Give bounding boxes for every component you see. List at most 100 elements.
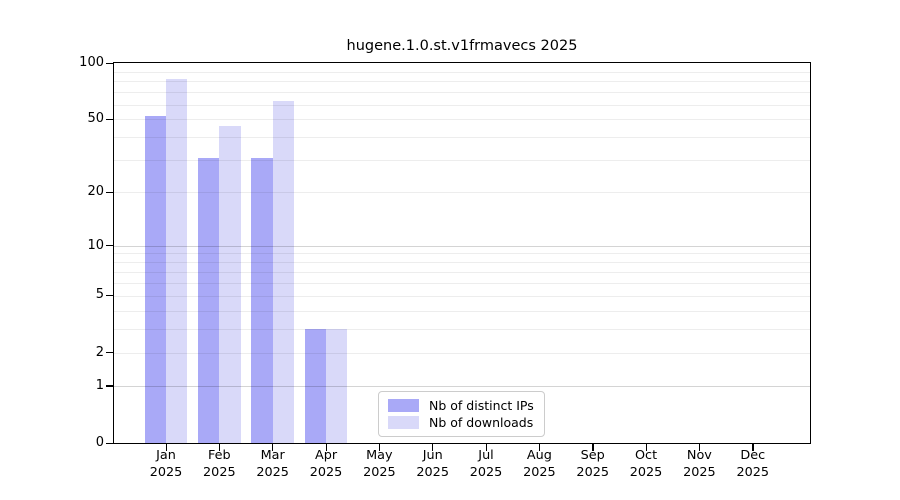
- x-tick-label-line: Oct: [634, 448, 658, 463]
- y-tick-100: [106, 62, 113, 64]
- x-tick-label-line: Apr: [314, 448, 338, 463]
- y-tick-label-2: 2: [95, 344, 104, 360]
- x-tick-label-dec-2025: Dec 2025: [721, 448, 785, 481]
- x-tick-label-line: Aug: [526, 448, 552, 463]
- legend-swatch-downloads: [388, 416, 419, 429]
- bar-apr-2025-nb-of-distinct-ips: [304, 328, 326, 443]
- gridline-40: [114, 137, 810, 139]
- bar-feb-2025-nb-of-distinct-ips: [197, 157, 220, 443]
- gridline-50: [114, 119, 810, 121]
- x-tick-nov-2025: [698, 444, 701, 451]
- x-tick-label-line: May: [366, 448, 393, 463]
- x-tick-label-sep-2025: Sep 2025: [561, 448, 625, 481]
- y-tick-2: [106, 352, 113, 354]
- gridline-1: [114, 385, 810, 387]
- chart-title: hugene.1.0.st.v1frmavecs 2025: [346, 38, 578, 54]
- x-tick-label-mar-2025: Mar 2025: [241, 448, 305, 481]
- x-tick-mar-2025: [272, 444, 274, 451]
- x-tick-jan-2025: [165, 444, 167, 451]
- y-tick-label-1: 1: [95, 377, 104, 393]
- y-tick-label-10: 10: [87, 237, 104, 253]
- legend-item-distinct-ips: Nb of distinct IPs: [388, 398, 535, 413]
- x-tick-label-jun-2025: Jun 2025: [401, 448, 465, 481]
- gridline-6: [114, 282, 810, 284]
- x-tick-label-jul-2025: Jul 2025: [454, 448, 518, 481]
- x-tick-may-2025: [378, 444, 381, 451]
- x-tick-label-line: Nov: [686, 448, 712, 463]
- x-tick-label-line: Feb: [207, 448, 231, 463]
- y-tick-label-50: 50: [87, 111, 104, 127]
- x-tick-label-jan-2025: Jan 2025: [134, 448, 198, 481]
- x-tick-label-line: 2025: [736, 464, 770, 480]
- x-tick-feb-2025: [218, 444, 221, 451]
- x-tick-label-feb-2025: Feb 2025: [187, 448, 251, 481]
- x-tick-label-apr-2025: Apr 2025: [294, 448, 358, 481]
- legend-swatch-distinct-ips: [388, 399, 419, 412]
- x-tick-label-line: 2025: [309, 464, 343, 480]
- x-tick-label-line: Dec: [740, 448, 766, 463]
- bar-feb-2025-nb-of-downloads: [219, 126, 241, 443]
- gridline-4: [114, 310, 810, 312]
- legend-item-downloads: Nb of downloads: [388, 415, 535, 430]
- x-tick-oct-2025: [645, 444, 647, 451]
- gridline-10: [114, 245, 810, 247]
- x-tick-label-line: 2025: [416, 464, 449, 480]
- x-tick-label-oct-2025: Oct 2025: [614, 448, 678, 481]
- x-tick-label-line: 2025: [203, 464, 236, 480]
- y-tick-label-5: 5: [95, 287, 104, 303]
- gridline-90: [114, 71, 810, 73]
- x-tick-label-line: 2025: [523, 464, 556, 480]
- y-tick-label-0: 0: [95, 435, 104, 450]
- bar-jan-2025-nb-of-distinct-ips: [144, 116, 166, 443]
- x-tick-label-line: 2025: [149, 464, 183, 480]
- gridline-3: [114, 328, 810, 330]
- bar-apr-2025-nb-of-downloads: [326, 328, 348, 443]
- bar-mar-2025-nb-of-downloads: [272, 100, 295, 443]
- legend: Nb of distinct IPs Nb of downloads: [378, 391, 545, 437]
- gridline-70: [114, 92, 810, 93]
- y-tick-50: [106, 118, 113, 121]
- y-tick-10: [106, 245, 113, 247]
- gridline-20: [114, 192, 810, 194]
- x-tick-aug-2025: [538, 444, 541, 451]
- x-tick-sep-2025: [592, 444, 594, 451]
- x-tick-label-line: 2025: [256, 464, 289, 480]
- gridline-9: [114, 253, 810, 255]
- x-tick-label-line: Jun: [422, 448, 443, 463]
- x-tick-label-line: 2025: [469, 464, 503, 480]
- gridline-2: [114, 352, 810, 354]
- y-tick-5: [106, 294, 113, 297]
- gridline-60: [114, 104, 810, 106]
- x-tick-label-line: 2025: [629, 464, 663, 480]
- y-tick-label-100: 100: [79, 55, 104, 70]
- gridline-30: [114, 160, 810, 162]
- x-tick-jun-2025: [432, 444, 434, 451]
- gridline-8: [114, 262, 810, 264]
- x-tick-label-line: 2025: [363, 464, 396, 480]
- plot-area: Nb of distinct IPs Nb of downloads: [113, 62, 811, 444]
- y-tick-20: [106, 191, 113, 194]
- x-tick-label-may-2025: May 2025: [347, 448, 411, 481]
- legend-label-distinct-ips: Nb of distinct IPs: [429, 398, 534, 413]
- x-tick-label-line: 2025: [683, 464, 716, 480]
- x-tick-label-line: 2025: [576, 464, 609, 480]
- x-tick-label-aug-2025: Aug 2025: [507, 448, 571, 481]
- x-tick-label-nov-2025: Nov 2025: [667, 448, 731, 481]
- x-tick-jul-2025: [485, 444, 487, 451]
- x-tick-label-line: Sep: [580, 448, 605, 463]
- gridline-7: [114, 271, 810, 273]
- bar-mar-2025-nb-of-distinct-ips: [251, 157, 273, 443]
- x-tick-label-line: Mar: [260, 448, 285, 463]
- y-tick-label-20: 20: [87, 184, 104, 200]
- x-tick-label-line: Jan: [156, 448, 176, 463]
- y-tick-0: [106, 442, 113, 444]
- x-tick-dec-2025: [752, 444, 754, 451]
- gridline-80: [114, 81, 810, 83]
- x-tick-apr-2025: [325, 444, 327, 451]
- gridline-5: [114, 295, 810, 297]
- y-tick-1: [106, 385, 113, 387]
- legend-label-downloads: Nb of downloads: [429, 415, 534, 430]
- x-tick-label-line: Jul: [478, 448, 494, 463]
- bar-jan-2025-nb-of-downloads: [166, 79, 188, 443]
